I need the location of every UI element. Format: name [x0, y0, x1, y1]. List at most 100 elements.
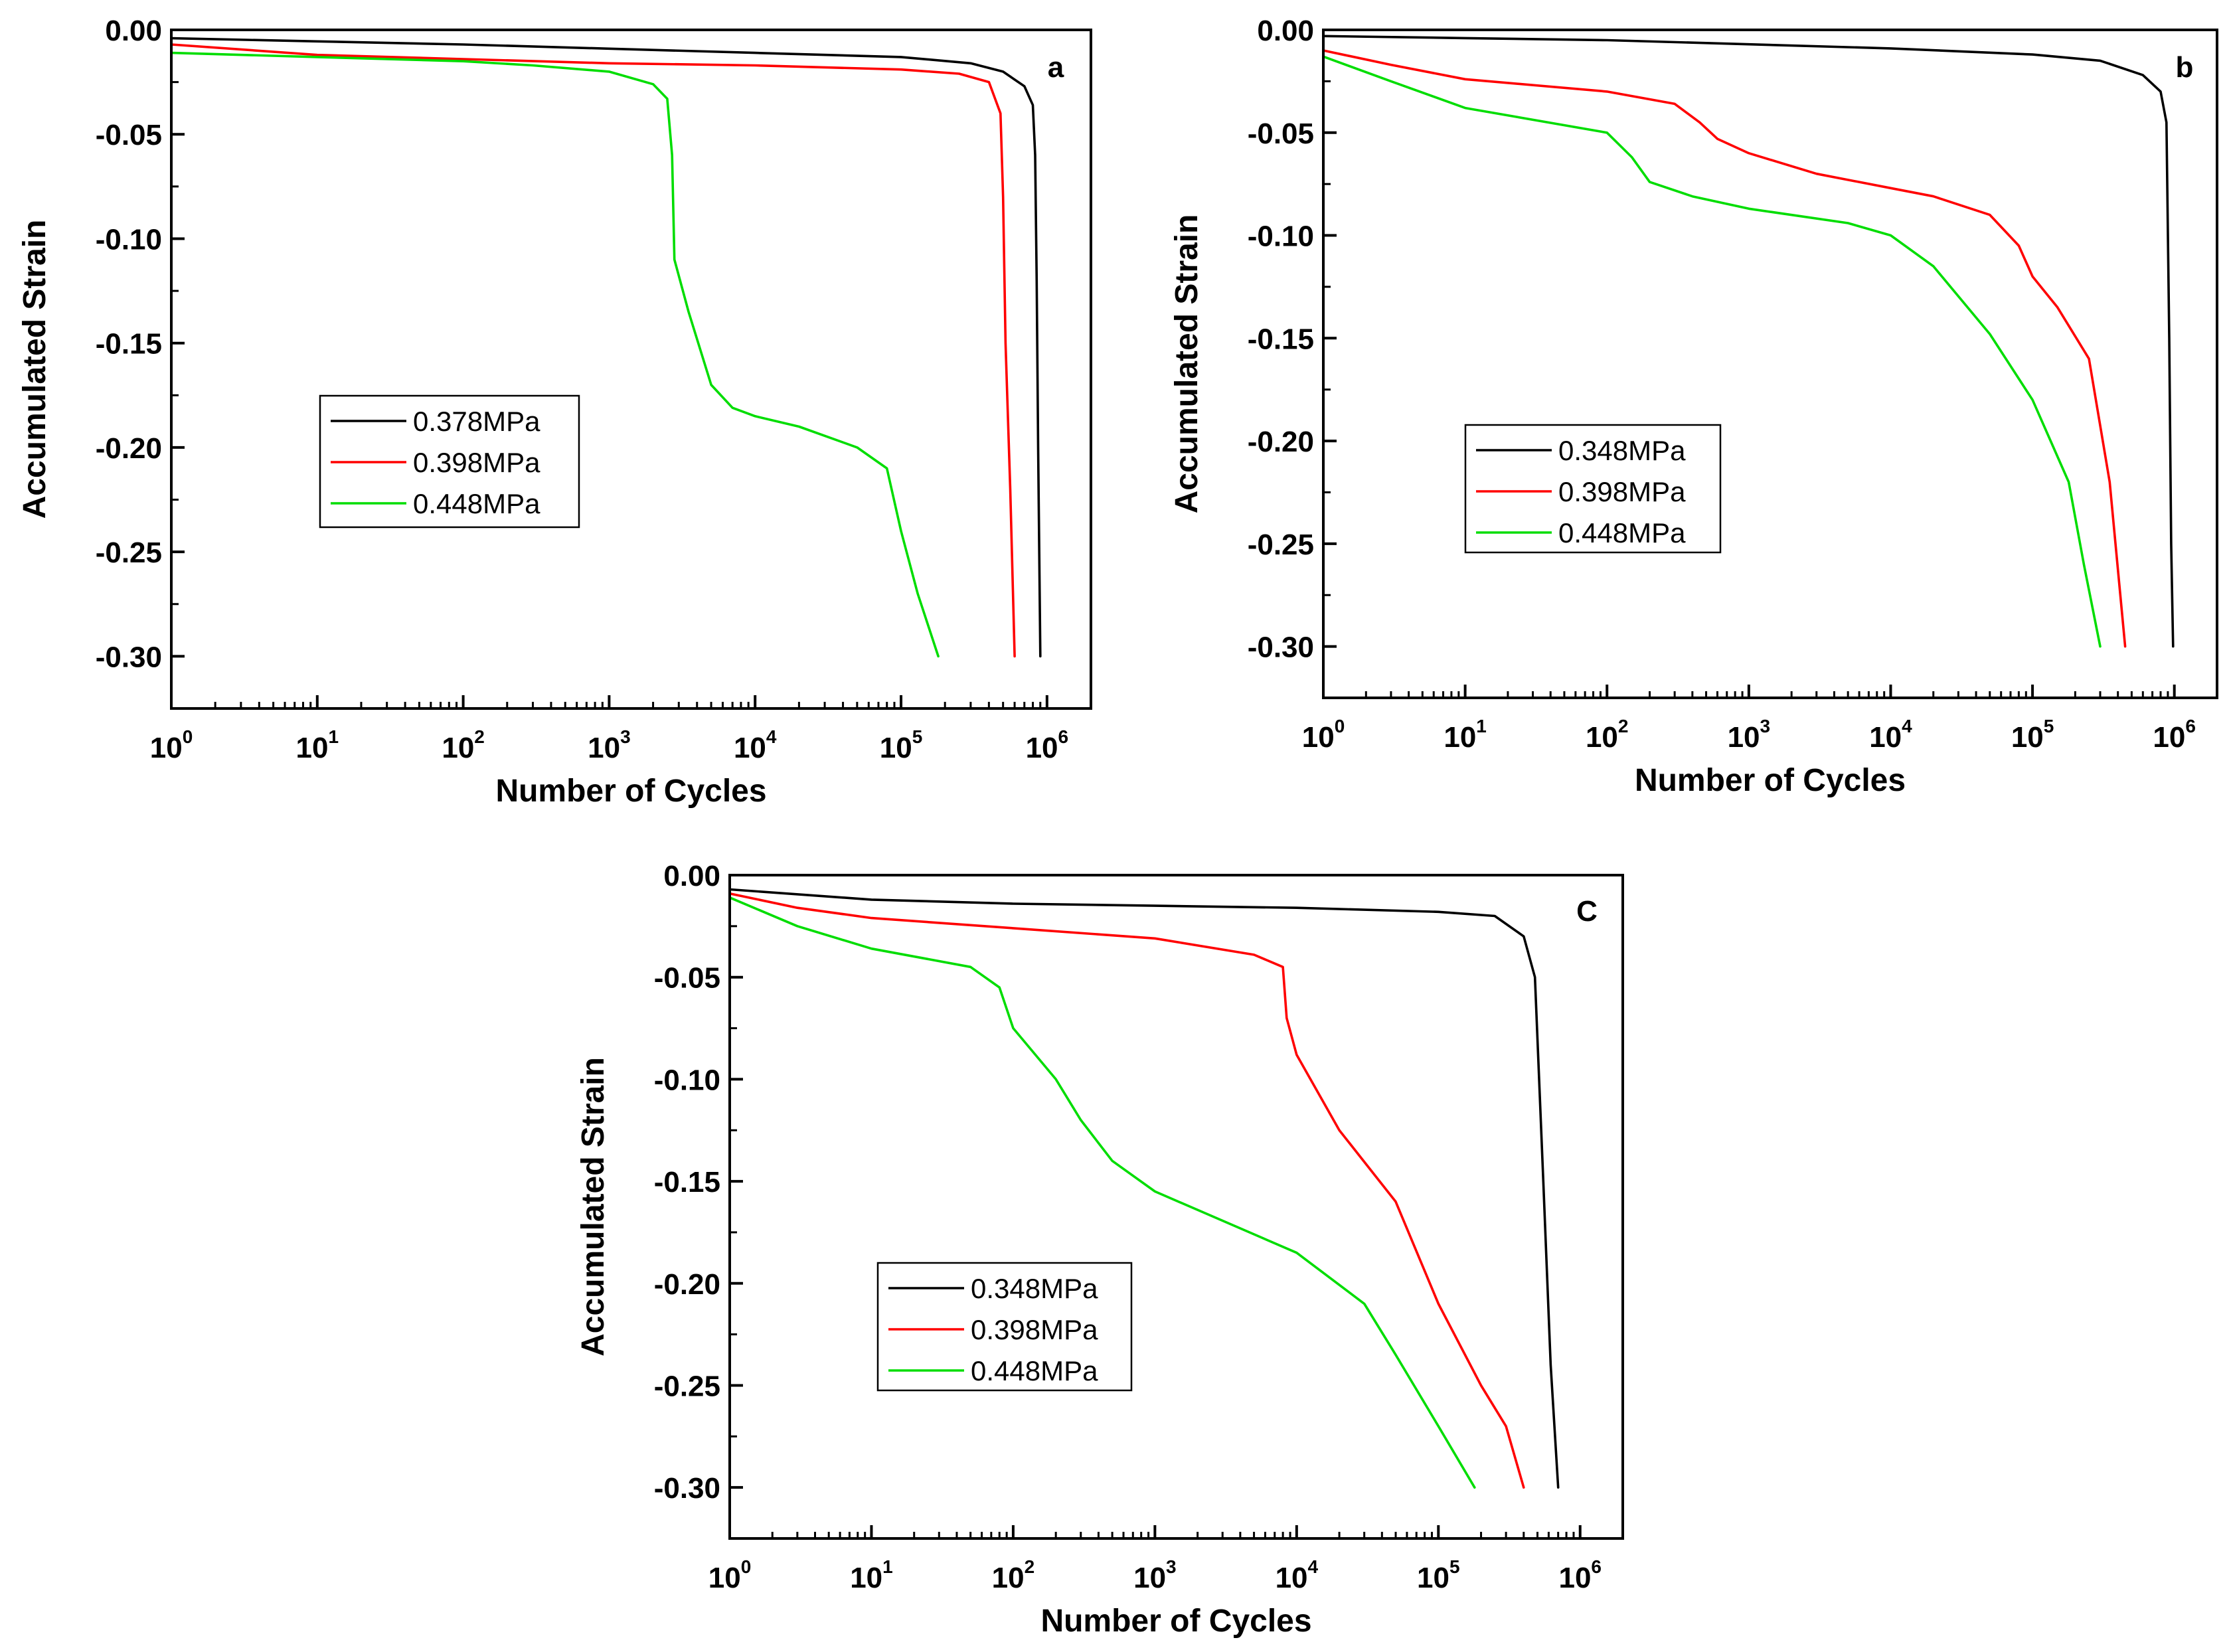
x-tick-base: 10: [992, 1562, 1025, 1594]
x-tick-base: 10: [296, 732, 329, 764]
x-tick-base: 10: [150, 732, 183, 764]
x-tick-label: 105: [880, 726, 923, 764]
y-tick-label: 0.00: [663, 860, 720, 892]
y-tick-label: -0.05: [1248, 118, 1314, 150]
x-tick-base: 10: [1728, 721, 1760, 754]
legend-box: [876, 1262, 1133, 1392]
x-axis-title: Number of Cycles: [495, 774, 766, 809]
x-tick-base: 10: [2153, 721, 2185, 754]
x-tick-base: 10: [1133, 1562, 1166, 1594]
legend: 0.348MPa 0.398MPa 0.448MPa: [1464, 424, 1722, 554]
x-tick-exponent: 0: [183, 726, 193, 747]
plot-frame: [728, 874, 1624, 1540]
x-tick-exponent: 4: [1308, 1556, 1319, 1577]
y-tick-label: -0.10: [1248, 220, 1314, 253]
x-tick-base: 10: [1302, 721, 1335, 754]
legend-label: 0.378MPa: [413, 406, 540, 437]
x-tick-label: 104: [1276, 1556, 1319, 1594]
x-tick-exponent: 6: [2185, 716, 2196, 736]
y-axis-title: Accumulated Strain: [1169, 214, 1204, 514]
series-line-0-398mpa: [1322, 49, 2127, 648]
series-line-0-448mpa: [728, 896, 1476, 1489]
y-tick-label: -0.05: [96, 119, 162, 151]
x-tick-base: 10: [1558, 1562, 1591, 1594]
x-tick-label: 106: [1026, 726, 1069, 764]
y-tick-label: -0.05: [654, 962, 720, 995]
x-tick-base: 10: [1026, 732, 1058, 764]
x-tick-exponent: 2: [474, 726, 485, 747]
y-tick-label: -0.25: [1248, 529, 1314, 561]
y-tick-label: -0.20: [654, 1268, 720, 1301]
series-line-0-398mpa: [728, 892, 1525, 1489]
x-tick-label: 104: [734, 726, 777, 764]
legend-label: 0.348MPa: [971, 1273, 1098, 1304]
x-tick-base: 10: [734, 732, 766, 764]
legend: 0.348MPa 0.398MPa 0.448MPa: [876, 1262, 1133, 1392]
legend-label: 0.448MPa: [413, 488, 540, 519]
x-tick-base: 10: [850, 1562, 882, 1594]
x-tick-label: 102: [1586, 716, 1629, 754]
legend-label: 0.348MPa: [1558, 435, 1686, 466]
series-line-0-448mpa: [1322, 55, 2102, 648]
x-tick-exponent: 0: [1335, 716, 1345, 736]
legend: 0.378MPa 0.398MPa 0.448MPa: [319, 394, 580, 529]
x-tick-label: 106: [1558, 1556, 1602, 1594]
x-tick-label: 105: [2011, 716, 2054, 754]
x-tick-exponent: 4: [766, 726, 777, 747]
y-axis-title: Accumulated Strain: [17, 220, 52, 519]
x-tick-exponent: 5: [1449, 1556, 1460, 1577]
y-tick-label: -0.15: [654, 1166, 720, 1198]
series-line-0-348mpa: [728, 888, 1560, 1489]
x-tick-exponent: 6: [1591, 1556, 1602, 1577]
panel-label: a: [1048, 51, 1064, 84]
y-tick-label: -0.10: [96, 223, 162, 256]
panel-label: b: [2176, 51, 2194, 84]
x-tick-label: 100: [708, 1556, 752, 1594]
x-tick-exponent: 4: [1902, 716, 1912, 736]
x-tick-label: 101: [296, 726, 339, 764]
x-tick-label: 106: [2153, 716, 2196, 754]
x-tick-exponent: 6: [1058, 726, 1069, 747]
legend-label: 0.398MPa: [971, 1314, 1098, 1345]
y-tick-label: -0.20: [96, 432, 162, 465]
x-tick-label: 102: [442, 726, 485, 764]
x-tick-label: 102: [992, 1556, 1035, 1594]
series-line-0-348mpa: [1322, 35, 2175, 648]
y-tick-label: -0.30: [96, 641, 162, 673]
x-tick-base: 10: [1417, 1562, 1449, 1594]
y-tick-label: -0.25: [96, 537, 162, 569]
panel-label: C: [1576, 895, 1598, 928]
x-tick-exponent: 3: [1166, 1556, 1177, 1577]
y-tick-label: -0.25: [654, 1370, 720, 1402]
x-tick-base: 10: [1276, 1562, 1308, 1594]
x-tick-base: 10: [1444, 721, 1476, 754]
legend-label: 0.398MPa: [1558, 476, 1686, 507]
legend-label: 0.398MPa: [413, 447, 540, 478]
x-tick-exponent: 5: [912, 726, 923, 747]
x-tick-label: 101: [1444, 716, 1487, 754]
legend-label: 0.448MPa: [971, 1355, 1098, 1386]
series-line-0-448mpa: [170, 51, 940, 658]
x-tick-exponent: 3: [620, 726, 631, 747]
y-tick-label: 0.00: [105, 15, 162, 47]
y-axis-title: Accumulated Strain: [576, 1057, 611, 1357]
series-line-0-398mpa: [170, 43, 1016, 658]
x-tick-exponent: 3: [1760, 716, 1771, 736]
x-tick-base: 10: [1586, 721, 1618, 754]
x-tick-exponent: 5: [2044, 716, 2054, 736]
x-tick-exponent: 2: [1618, 716, 1629, 736]
y-tick-label: -0.10: [654, 1064, 720, 1096]
x-tick-base: 10: [880, 732, 912, 764]
x-tick-label: 101: [850, 1556, 893, 1594]
plot-frame: [1322, 29, 2218, 699]
x-tick-label: 100: [150, 726, 193, 764]
y-tick-label: 0.00: [1257, 15, 1314, 47]
x-tick-base: 10: [1869, 721, 1902, 754]
y-tick-label: -0.20: [1248, 426, 1314, 458]
y-tick-label: -0.30: [1248, 631, 1314, 664]
x-axis-title: Number of Cycles: [1040, 1604, 1311, 1639]
x-tick-exponent: 1: [1476, 716, 1487, 736]
x-tick-exponent: 1: [328, 726, 339, 747]
